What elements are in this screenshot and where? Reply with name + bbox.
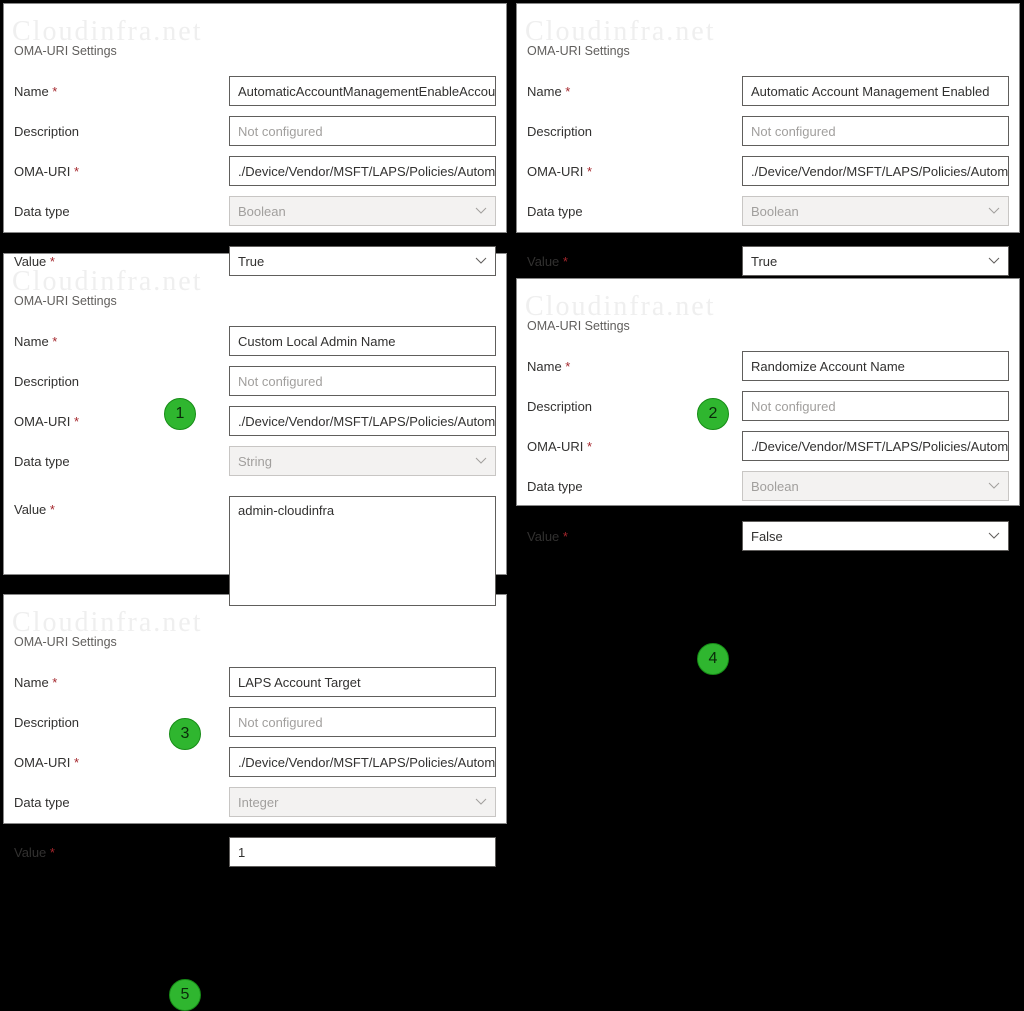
value-label: Value <box>527 254 742 269</box>
data-type-value: Boolean <box>751 204 799 219</box>
name-label: Name <box>14 675 229 690</box>
data-type-value: String <box>238 454 272 469</box>
oma-uri-panel-3: Cloudinfra.net OMA-URI Settings Name Cus… <box>3 253 507 575</box>
name-label: Name <box>527 359 742 374</box>
data-type-label: Data type <box>14 204 229 219</box>
data-type-select[interactable]: String <box>229 446 496 476</box>
value-label: Value <box>527 529 742 544</box>
description-input[interactable]: Not configured <box>229 116 496 146</box>
data-type-value: Boolean <box>238 204 286 219</box>
data-type-label: Data type <box>527 479 742 494</box>
oma-uri-label: OMA-URI <box>14 755 229 770</box>
panel-title: OMA-URI Settings <box>14 294 496 308</box>
name-input[interactable]: LAPS Account Target <box>229 667 496 697</box>
chevron-down-icon <box>475 207 487 215</box>
oma-uri-input[interactable]: ./Device/Vendor/MSFT/LAPS/Policies/Autom… <box>742 431 1009 461</box>
description-label: Description <box>527 399 742 414</box>
chevron-down-icon <box>475 457 487 465</box>
oma-uri-panel-5: Cloudinfra.net OMA-URI Settings Name LAP… <box>3 594 507 824</box>
value-text: True <box>751 254 777 269</box>
value-label: Value <box>14 496 229 517</box>
data-type-select[interactable]: Boolean <box>742 196 1009 226</box>
chevron-down-icon <box>988 482 1000 490</box>
name-label: Name <box>527 84 742 99</box>
value-textarea[interactable]: admin-cloudinfra <box>229 496 496 606</box>
value-text: True <box>238 254 264 269</box>
oma-uri-label: OMA-URI <box>14 164 229 179</box>
name-label: Name <box>14 334 229 349</box>
oma-uri-input[interactable]: ./Device/Vendor/MSFT/LAPS/Policies/Autom… <box>229 747 496 777</box>
oma-uri-label: OMA-URI <box>14 414 229 429</box>
oma-uri-input[interactable]: ./Device/Vendor/MSFT/LAPS/Policies/Autom… <box>229 156 496 186</box>
badge-4: 4 <box>697 643 729 675</box>
name-input[interactable]: Automatic Account Management Enabled <box>742 76 1009 106</box>
data-type-select[interactable]: Boolean <box>229 196 496 226</box>
value-select[interactable]: True <box>742 246 1009 276</box>
value-input[interactable]: 1 <box>229 837 496 867</box>
description-label: Description <box>527 124 742 139</box>
panel-title: OMA-URI Settings <box>527 44 1009 58</box>
value-text: False <box>751 529 783 544</box>
description-input[interactable]: Not configured <box>742 116 1009 146</box>
value-label: Value <box>14 845 229 860</box>
description-input[interactable]: Not configured <box>742 391 1009 421</box>
oma-uri-panel-4: Cloudinfra.net OMA-URI Settings Name Ran… <box>516 278 1020 506</box>
badge-5: 5 <box>169 979 201 1011</box>
oma-uri-input[interactable]: ./Device/Vendor/MSFT/LAPS/Policies/Autom… <box>742 156 1009 186</box>
data-type-value: Boolean <box>751 479 799 494</box>
data-type-label: Data type <box>527 204 742 219</box>
chevron-down-icon <box>988 207 1000 215</box>
oma-uri-input[interactable]: ./Device/Vendor/MSFT/LAPS/Policies/Autom… <box>229 406 496 436</box>
oma-uri-panel-1: Cloudinfra.net OMA-URI Settings Name Aut… <box>3 3 507 233</box>
chevron-down-icon <box>475 257 487 265</box>
data-type-select[interactable]: Boolean <box>742 471 1009 501</box>
chevron-down-icon <box>988 532 1000 540</box>
description-input[interactable]: Not configured <box>229 707 496 737</box>
chevron-down-icon <box>475 798 487 806</box>
name-input[interactable]: Custom Local Admin Name <box>229 326 496 356</box>
name-label: Name <box>14 84 229 99</box>
oma-uri-panel-2: Cloudinfra.net OMA-URI Settings Name Aut… <box>516 3 1020 233</box>
description-label: Description <box>14 374 229 389</box>
panel-title: OMA-URI Settings <box>14 44 496 58</box>
panel-title: OMA-URI Settings <box>527 319 1009 333</box>
description-input[interactable]: Not configured <box>229 366 496 396</box>
name-input[interactable]: AutomaticAccountManagementEnableAccount <box>229 76 496 106</box>
oma-uri-label: OMA-URI <box>527 164 742 179</box>
data-type-value: Integer <box>238 795 278 810</box>
value-label: Value <box>14 254 229 269</box>
description-label: Description <box>14 715 229 730</box>
data-type-label: Data type <box>14 454 229 469</box>
value-select[interactable]: True <box>229 246 496 276</box>
data-type-select[interactable]: Integer <box>229 787 496 817</box>
name-input[interactable]: Randomize Account Name <box>742 351 1009 381</box>
chevron-down-icon <box>988 257 1000 265</box>
description-label: Description <box>14 124 229 139</box>
value-select[interactable]: False <box>742 521 1009 551</box>
oma-uri-label: OMA-URI <box>527 439 742 454</box>
data-type-label: Data type <box>14 795 229 810</box>
panel-title: OMA-URI Settings <box>14 635 496 649</box>
